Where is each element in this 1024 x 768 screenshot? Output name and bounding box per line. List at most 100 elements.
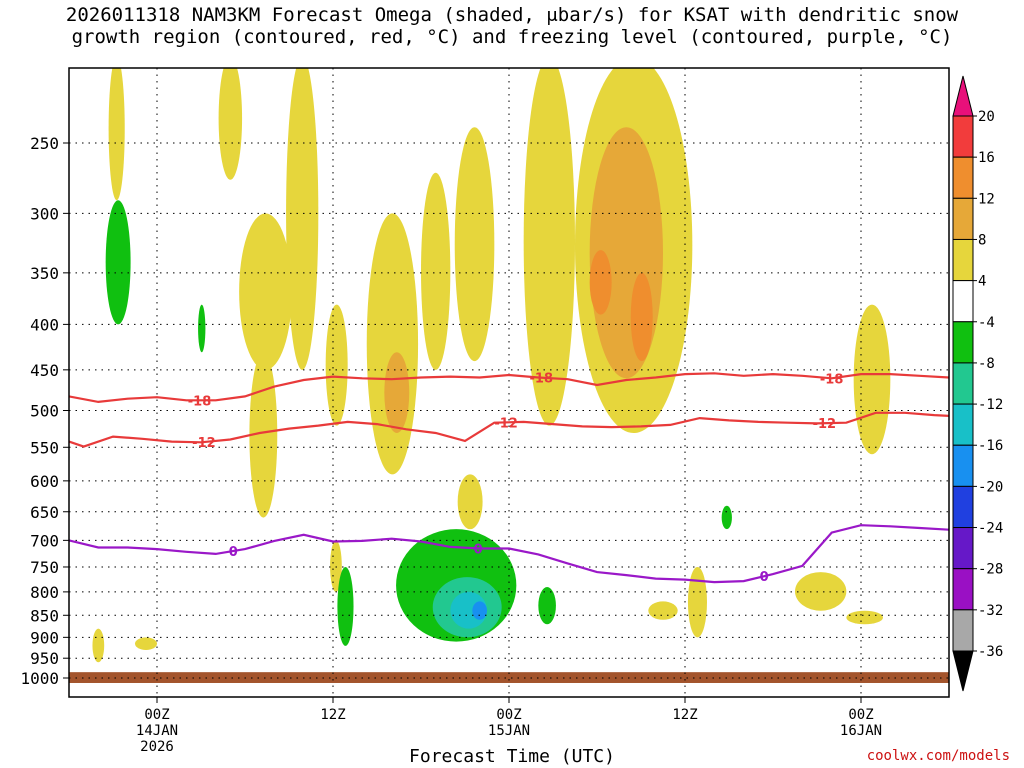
y-tick-label-700: 700 (30, 531, 59, 550)
y-tick-label-550: 550 (30, 438, 59, 457)
contour-lines (69, 372, 949, 584)
colorbar-box-9 (952, 485, 974, 529)
colorbar-box-8 (952, 444, 974, 487)
contour-line-1 (69, 411, 949, 448)
colorbar: 20 16 12 8 4 -4 -8 -12 -16 -20 -24 -28 -32 -36 (952, 75, 1003, 692)
omega-region-29 (721, 505, 732, 530)
contour-line-2 (69, 524, 949, 584)
contour-label-0-2: -18 (820, 372, 844, 387)
x-tick-date-4: 16JAN (840, 723, 882, 739)
omega-region-25 (198, 304, 206, 353)
contour-label-1-2: -12 (813, 417, 837, 432)
omega-region-6 (330, 540, 342, 592)
colorbar-label-13: -36 (978, 644, 1003, 660)
colorbar-box-2 (952, 197, 974, 240)
omega-region-18 (92, 628, 105, 663)
x-tick-label-0: 00Z (144, 707, 169, 723)
y-tick-label-350: 350 (30, 264, 59, 283)
omega-region-13 (648, 601, 678, 620)
contour-label-2-0: 0 (229, 545, 238, 560)
colorbar-label-6: -8 (978, 356, 995, 372)
colorbar-box-0 (952, 115, 974, 158)
x-tick-year-0: 2026 (140, 739, 174, 755)
contour-label-0-0: -18 (188, 394, 212, 409)
chart-title: 2026011318 NAM3KM Forecast Omega (shaded… (0, 4, 1024, 48)
colorbar-label-8: -16 (978, 438, 1003, 454)
colorbar-label-2: 12 (978, 191, 995, 207)
y-tick-label-800: 800 (30, 583, 59, 602)
x-tick-label-4: 00Z (848, 707, 873, 723)
contour-label-2-2: 0 (760, 570, 769, 585)
omega-region-0 (108, 68, 125, 201)
y-tick-label-250: 250 (30, 134, 59, 153)
x-tick-label-2: 00Z (496, 707, 521, 723)
y-tick-label-600: 600 (30, 472, 59, 491)
omega-region-21 (384, 352, 410, 433)
y-tick-label-950: 950 (30, 649, 59, 668)
omega-region-7 (366, 213, 419, 475)
omega-region-9 (454, 127, 495, 362)
credit-link[interactable]: coolwx.com/models (866, 748, 1010, 764)
x-axis-label: Forecast Time (UTC) (409, 746, 615, 767)
y-tick-label-650: 650 (30, 503, 59, 522)
colorbar-box-5 (952, 321, 974, 364)
surface-terrain (69, 672, 949, 683)
omega-region-10 (457, 474, 483, 530)
colorbar-box-12 (952, 609, 974, 652)
colorbar-box-1 (952, 156, 974, 199)
omega-region-15 (795, 572, 847, 611)
omega-region-26 (337, 566, 354, 646)
y-tick-label-400: 400 (30, 315, 59, 334)
colorbar-box-7 (952, 403, 974, 446)
colorbar-box-10 (952, 527, 974, 570)
contour-line-0 (69, 372, 949, 404)
omega-region-2 (239, 213, 292, 370)
omega-region-11 (523, 68, 575, 426)
omega-region-5 (325, 304, 348, 426)
colorbar-label-9: -20 (978, 479, 1003, 495)
y-tick-label-450: 450 (30, 361, 59, 380)
y-tick-label-850: 850 (30, 606, 59, 625)
omega-region-28 (538, 587, 556, 625)
omega-region-19 (135, 637, 157, 650)
y-tick-label-750: 750 (30, 558, 59, 577)
x-tick-date-0: 14JAN (136, 723, 178, 739)
contour-labels: -18 -18 -18 -12 -12 -12 0 0 0 (188, 372, 844, 586)
y-tick-label-300: 300 (30, 204, 59, 223)
omega-region-1 (218, 68, 243, 180)
contour-label-2-1: 0 (474, 542, 483, 557)
omega-region-17 (853, 304, 891, 455)
contour-label-1-1: -12 (494, 416, 518, 431)
omega-region-23 (630, 272, 653, 362)
omega-region-24 (105, 200, 131, 325)
omega-region-32 (472, 601, 487, 620)
x-tick-label-1: 12Z (320, 707, 345, 723)
omega-region-22 (589, 250, 612, 315)
y-tick-label-1000: 1000 (20, 669, 59, 688)
colorbar-label-7: -12 (978, 397, 1003, 413)
colorbar-label-11: -28 (978, 562, 1003, 578)
omega-region-8 (421, 172, 451, 370)
contour-label-1-0: -12 (192, 436, 216, 451)
omega-region-16 (846, 610, 884, 625)
y-tick-label-500: 500 (30, 402, 59, 421)
omega-shading (92, 68, 891, 663)
title-line-1: 2026011318 NAM3KM Forecast Omega (shaded… (65, 4, 959, 26)
colorbar-label-3: 8 (978, 232, 986, 248)
colorbar-label-12: -32 (978, 603, 1003, 619)
colorbar-label-1: 16 (978, 150, 995, 166)
title-line-2: growth region (contoured, red, °C) and f… (71, 26, 953, 48)
colorbar-top-arrow (952, 75, 974, 117)
grid-lines (69, 68, 949, 697)
x-tick-date-2: 15JAN (488, 723, 530, 739)
surface-band (69, 672, 949, 683)
colorbar-box-11 (952, 568, 974, 611)
y-tick-label-900: 900 (30, 628, 59, 647)
colorbar-label-4: 4 (978, 274, 986, 290)
colorbar-box-4 (952, 280, 974, 323)
colorbar-box-3 (952, 238, 974, 282)
colorbar-label-5: -4 (978, 315, 995, 331)
omega-region-14 (687, 566, 707, 638)
